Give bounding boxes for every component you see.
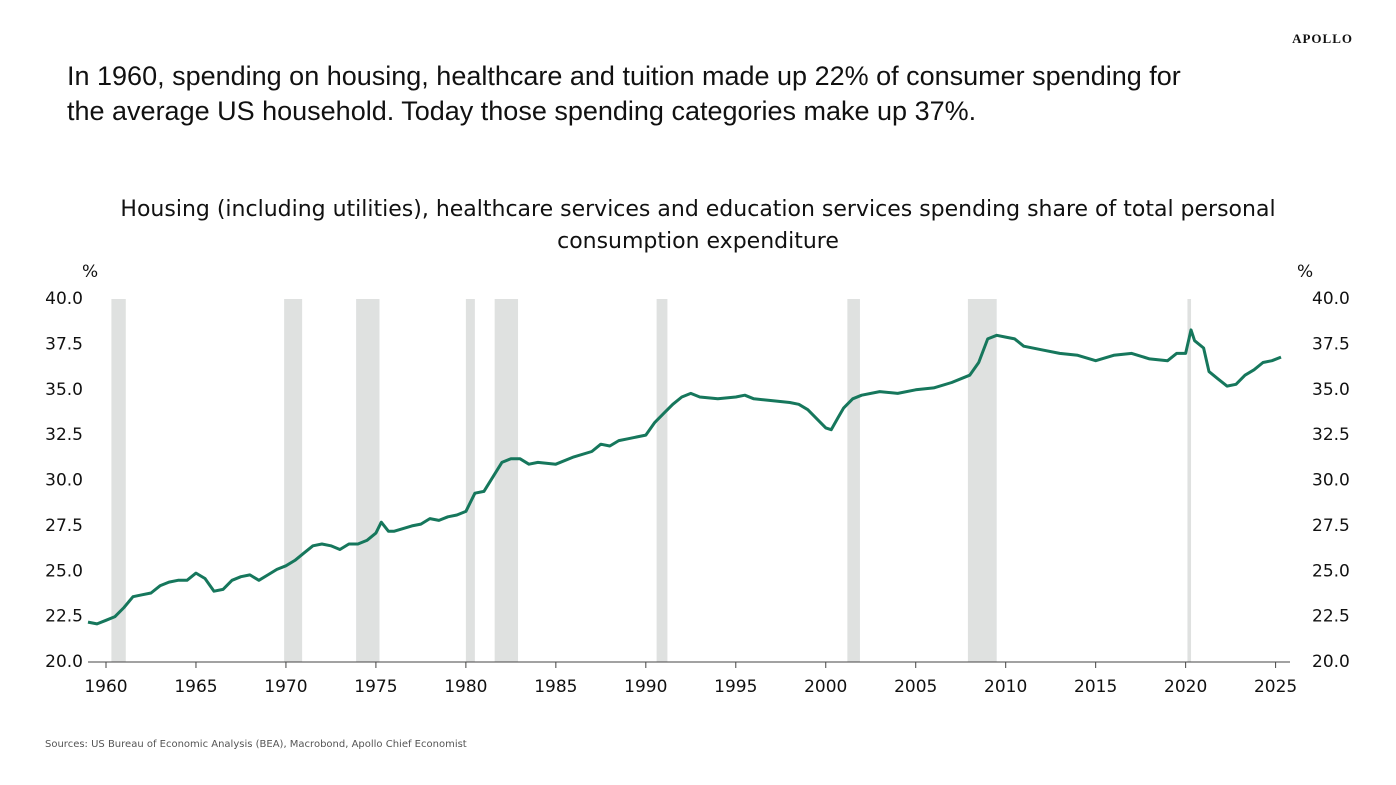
headline: the average US household. Today those sp… bbox=[67, 96, 976, 126]
y-tick-label: 20.0 bbox=[45, 652, 83, 672]
y2-axis-label: % bbox=[1297, 262, 1313, 282]
data-line bbox=[87, 328, 1282, 626]
x-tick-label: 2025 bbox=[1254, 677, 1297, 697]
y-tick-label: 22.5 bbox=[45, 607, 83, 627]
y-tick-label: 40.0 bbox=[45, 289, 83, 309]
recession-band bbox=[967, 299, 997, 662]
y2-tick-label: 25.0 bbox=[1312, 561, 1350, 581]
plot-area: 20.0 20.0 22.5 22.5 25.0 25.0 27.5 27.5 30.0 30.0… bbox=[45, 289, 1350, 697]
brand: APOLLO bbox=[1292, 31, 1353, 46]
x-tick-label: 1965 bbox=[174, 677, 217, 697]
x-tick-label: 2010 bbox=[984, 677, 1027, 697]
y-tick-label: 35.0 bbox=[45, 380, 83, 400]
x-tick-label: 2000 bbox=[804, 677, 847, 697]
y2-tick-label: 22.5 bbox=[1312, 607, 1350, 627]
y2-tick-label: 32.5 bbox=[1312, 425, 1350, 445]
recession-band bbox=[111, 299, 126, 662]
y-tick-label: 30.0 bbox=[45, 471, 83, 491]
x-tick-label: 1990 bbox=[624, 677, 667, 697]
y2-tick-label: 30.0 bbox=[1312, 471, 1350, 491]
x-tick-label: 2020 bbox=[1164, 677, 1207, 697]
x-tick-label: 1995 bbox=[714, 677, 757, 697]
recession-band bbox=[1187, 299, 1192, 662]
recession-band bbox=[656, 299, 668, 662]
chart-title: Housing (including utilities), healthcar… bbox=[120, 197, 1275, 222]
y2-tick-label: 27.5 bbox=[1312, 516, 1350, 536]
x-tick-label: 2015 bbox=[1074, 677, 1117, 697]
chart-title: consumption expenditure bbox=[557, 229, 839, 254]
x-tick-label: 1960 bbox=[84, 677, 127, 697]
x-tick-label: 2005 bbox=[894, 677, 937, 697]
y-axis-label: % bbox=[82, 262, 98, 282]
y2-tick-label: 37.5 bbox=[1312, 334, 1350, 354]
recession-band bbox=[284, 299, 303, 662]
x-tick-label: 1980 bbox=[444, 677, 487, 697]
recession-band bbox=[465, 299, 475, 662]
y2-tick-label: 40.0 bbox=[1312, 289, 1350, 309]
y2-tick-label: 20.0 bbox=[1312, 652, 1350, 672]
recession-band bbox=[356, 299, 380, 662]
y-tick-label: 27.5 bbox=[45, 516, 83, 536]
y-tick-label: 25.0 bbox=[45, 561, 83, 581]
y-tick-label: 32.5 bbox=[45, 425, 83, 445]
y2-tick-label: 35.0 bbox=[1312, 380, 1350, 400]
x-tick-label: 1970 bbox=[264, 677, 307, 697]
x-tick-label: 1985 bbox=[534, 677, 577, 697]
headline: In 1960, spending on housing, healthcare… bbox=[67, 61, 1181, 91]
recession-band bbox=[847, 299, 860, 662]
source-note: Sources: US Bureau of Economic Analysis … bbox=[45, 739, 467, 750]
y-tick-label: 37.5 bbox=[45, 334, 83, 354]
recession-band bbox=[494, 299, 519, 662]
x-tick-label: 1975 bbox=[354, 677, 397, 697]
